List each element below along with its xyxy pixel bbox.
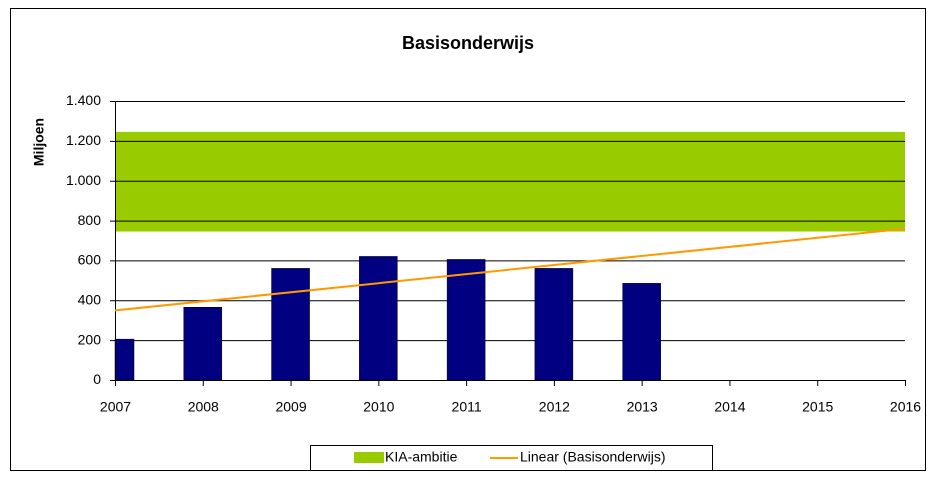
y-tick-label: 600 [78, 252, 102, 268]
x-tick-label: 2008 [188, 399, 219, 415]
y-tick-label: 1.000 [66, 172, 101, 188]
x-tick-label: 2015 [802, 399, 833, 415]
y-tick-label: 1.200 [66, 132, 101, 148]
chart-border [10, 8, 926, 471]
y-axis-label: Miljoen [31, 118, 47, 166]
bar [359, 256, 398, 381]
chart-title: Basisonderwijs [402, 33, 534, 53]
legend-label: KIA-ambitie [385, 449, 458, 465]
x-tick-label: 2011 [452, 399, 482, 415]
y-tick-label: 200 [78, 331, 102, 347]
x-tick-label: 2016 [890, 399, 921, 415]
y-tick-label: 1.400 [66, 92, 101, 108]
x-tick-label: 2012 [539, 399, 570, 415]
x-tick-label: 2009 [275, 399, 306, 415]
y-tick-label: 0 [93, 371, 101, 387]
y-tick-label: 800 [78, 212, 102, 228]
y-tick-label: 400 [78, 291, 102, 307]
x-tick-label: 2010 [363, 399, 394, 415]
bar [446, 259, 486, 381]
x-tick-label: 2013 [627, 399, 658, 415]
bar [183, 307, 223, 381]
x-tick-label: 2007 [100, 399, 131, 415]
legend-swatch [354, 452, 384, 463]
x-tick-label: 2014 [714, 399, 745, 415]
bar [622, 283, 661, 381]
bar [114, 338, 135, 381]
trendline [114, 227, 906, 312]
bar [271, 268, 310, 381]
legend-label: Linear (Basisonderwijs) [520, 449, 666, 465]
bar [534, 268, 574, 381]
